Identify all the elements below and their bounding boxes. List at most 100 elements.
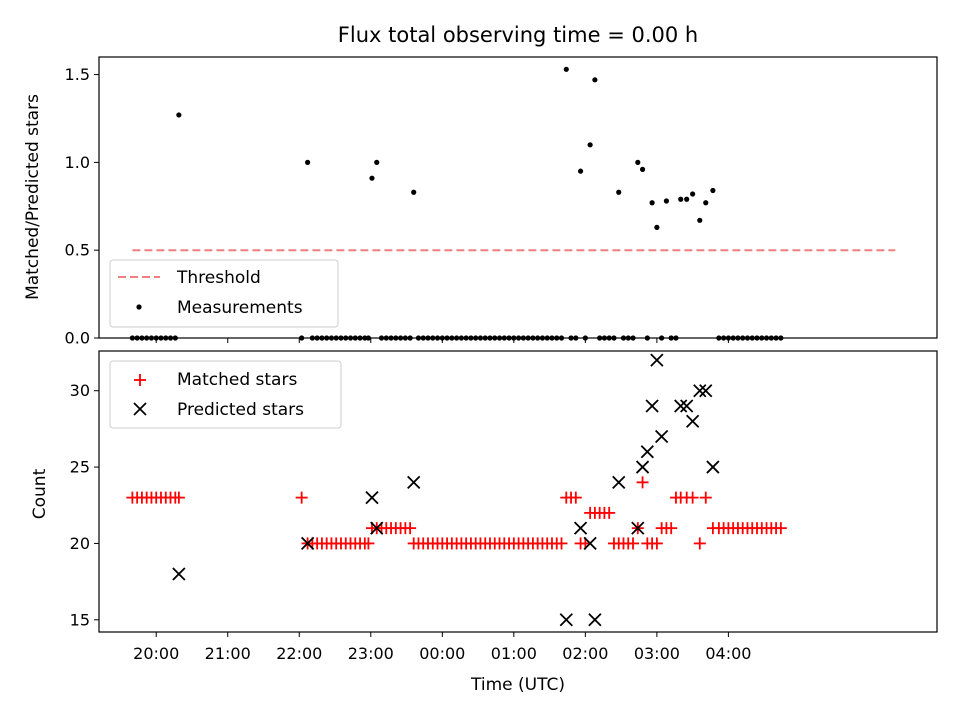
predicted-star-point — [693, 384, 707, 398]
y-tick-label: 0.5 — [65, 241, 90, 260]
top-axes-frame — [98, 56, 938, 339]
y-tick-label: 30 — [70, 381, 90, 400]
top-legend-box — [109, 259, 339, 328]
matched-star-point — [569, 491, 582, 504]
matched-star-point — [693, 537, 706, 550]
predicted-star-point — [370, 521, 384, 535]
x-stroke — [300, 536, 315, 551]
measurement-point — [703, 200, 709, 206]
predicted-star-point — [583, 536, 597, 551]
matched-legend-label: Matched stars — [177, 370, 297, 390]
predicted-star-point — [631, 521, 645, 535]
matched-star-point — [172, 491, 185, 504]
measurement-point — [305, 159, 311, 165]
x-stroke — [631, 521, 645, 535]
bottom-x-axis-label: Time (UTC) — [470, 675, 565, 695]
measurement-point — [639, 166, 646, 172]
measurement-point — [649, 200, 655, 206]
x-stroke — [645, 399, 659, 413]
y-tick-label: 1.0 — [65, 153, 90, 172]
x-tick-label: 02:00 — [562, 644, 608, 663]
x-stroke — [685, 414, 700, 428]
x-stroke — [680, 399, 694, 413]
predicted-star-point — [300, 536, 315, 551]
matched-star-point — [627, 537, 640, 550]
matched-legend-swatch — [134, 374, 146, 386]
measurement-point — [616, 189, 622, 195]
matched-star-point — [650, 537, 663, 550]
x-stroke — [573, 521, 588, 535]
measurement-point — [654, 224, 660, 230]
matched-star-point — [774, 522, 787, 535]
chart-title: Flux total observing time = 0.00 h — [338, 23, 698, 47]
matched-star-point — [665, 522, 678, 535]
x-stroke — [635, 460, 650, 474]
x-stroke — [706, 460, 720, 474]
x-tick-label: 03:00 — [634, 644, 680, 663]
y-tick-label: 15 — [70, 610, 90, 629]
measurement-point — [635, 159, 641, 165]
top-panel: Flux total observing time = 0.00 h 0.00.… — [23, 23, 938, 348]
measurement-point — [176, 112, 182, 118]
predicted-legend-label: Predicted stars — [177, 400, 304, 420]
predicted-legend-swatch — [133, 402, 147, 416]
measurement-point — [587, 142, 593, 148]
matched-star-point — [686, 491, 699, 504]
predicted-star-point — [655, 429, 669, 444]
measurement-point — [374, 159, 380, 165]
top-y-axis-label: Matched/Predicted stars — [23, 94, 43, 300]
measurements-legend-label: Measurements — [177, 298, 303, 318]
predicted-star-point — [172, 567, 186, 581]
x-stroke — [407, 475, 421, 489]
matched-star-point — [636, 476, 649, 489]
measurement-point — [697, 217, 703, 223]
x-stroke — [370, 521, 384, 535]
bottom-legend-box — [109, 360, 342, 429]
x-stroke — [650, 353, 664, 367]
measurement-point — [678, 196, 684, 202]
x-stroke — [693, 384, 707, 398]
y-tick-label: 20 — [70, 534, 90, 553]
x-stroke — [655, 429, 669, 444]
predicted-star-point — [699, 384, 713, 398]
matched-star-point — [362, 537, 375, 550]
measurement-point — [592, 77, 598, 83]
predicted-star-point — [588, 613, 602, 627]
measurement-point — [577, 168, 584, 174]
measurement-point — [710, 187, 716, 194]
predicted-star-point — [573, 521, 588, 535]
matched-star-point — [699, 491, 712, 504]
top-ticks: 0.0 0.5 1.0 1.5 — [65, 65, 729, 348]
y-tick-label: 25 — [70, 458, 90, 477]
x-tick-label: 00:00 — [419, 644, 465, 663]
bottom-ticks: 15 20 25 30 20:00 21:00 22:00 23:00 00:00 01:00 02… — [70, 381, 752, 663]
x-stroke — [612, 475, 626, 489]
predicted-star-point — [680, 399, 694, 413]
measurement-point — [690, 191, 696, 197]
predicted-star-point — [650, 353, 664, 367]
predicted-star-point — [674, 399, 688, 413]
bottom-axes-frame — [98, 350, 938, 633]
x-tick-label: 21:00 — [205, 644, 251, 663]
predicted-star-point — [635, 460, 650, 474]
predicted-star-point — [559, 613, 573, 627]
measurements-legend-swatch — [136, 304, 142, 310]
x-stroke — [640, 445, 654, 459]
x-tick-label: 20:00 — [133, 644, 179, 663]
predicted-star-point — [365, 490, 379, 505]
x-stroke — [583, 536, 597, 551]
x-tick-label: 22:00 — [276, 644, 322, 663]
x-stroke — [588, 613, 602, 627]
x-stroke — [674, 399, 688, 413]
bottom-y-axis-label: Count — [30, 468, 50, 519]
x-tick-label: 04:00 — [705, 644, 751, 663]
bottom-legend: Matched stars Predicted stars — [109, 360, 342, 429]
x-stroke — [559, 613, 573, 627]
measurement-point — [663, 198, 670, 204]
bottom-panel: 15 20 25 30 20:00 21:00 22:00 23:00 00:00 01:00 02… — [30, 350, 938, 695]
x-stroke — [172, 567, 186, 581]
predicted-star-point — [685, 414, 700, 428]
predicted-star-point — [612, 475, 626, 489]
